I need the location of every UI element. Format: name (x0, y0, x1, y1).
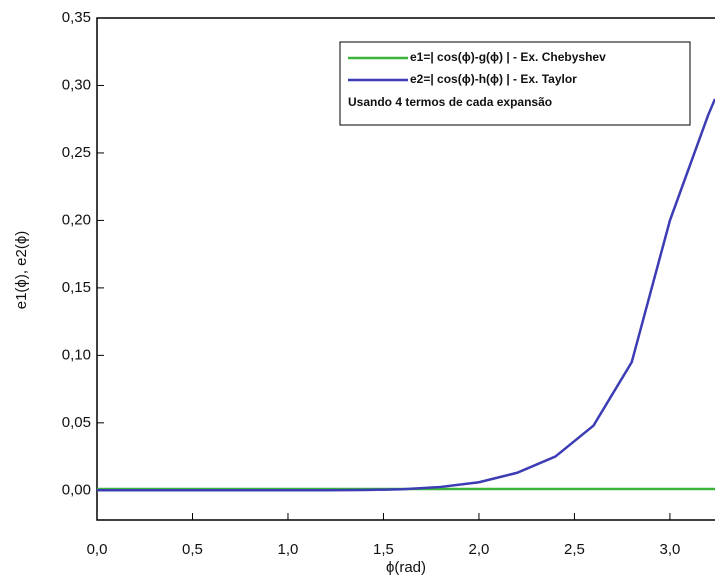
x-tick-label: 2,0 (469, 541, 490, 558)
x-tick-label: 1,0 (278, 541, 299, 558)
x-tick-label: 1,5 (373, 541, 394, 558)
x-tick-label: 0,5 (182, 541, 203, 558)
y-tick-label: 0,15 (62, 279, 91, 296)
x-tick-label: 3,0 (659, 541, 680, 558)
y-axis-label: e1(ϕ), e2(ϕ) (13, 231, 30, 310)
x-tick-label: 2,5 (564, 541, 585, 558)
series-line (97, 98, 715, 492)
annotation: Usando 4 termos de cada expansão (348, 95, 552, 109)
y-tick-label: 0,05 (62, 414, 91, 431)
y-tick-label: 0,35 (62, 9, 91, 26)
plot-frame (96, 17, 715, 521)
legend-label: e2=| cos(ϕ)-h(ϕ) | - Ex. Taylor (410, 72, 577, 86)
y-tick-label: 0,25 (62, 144, 91, 161)
y-tick-label: 0,10 (62, 346, 91, 363)
y-tick-label: 0,20 (62, 211, 91, 228)
legend-box (339, 41, 691, 126)
x-tick-label: 0,0 (87, 541, 108, 558)
y-tick-label: 0,00 (62, 481, 91, 498)
x-axis-label: ϕ(rad) (386, 559, 426, 576)
legend-label: e1=| cos(ϕ)-g(ϕ) | - Ex. Chebyshev (410, 50, 606, 64)
y-tick-label: 0,30 (62, 76, 91, 93)
